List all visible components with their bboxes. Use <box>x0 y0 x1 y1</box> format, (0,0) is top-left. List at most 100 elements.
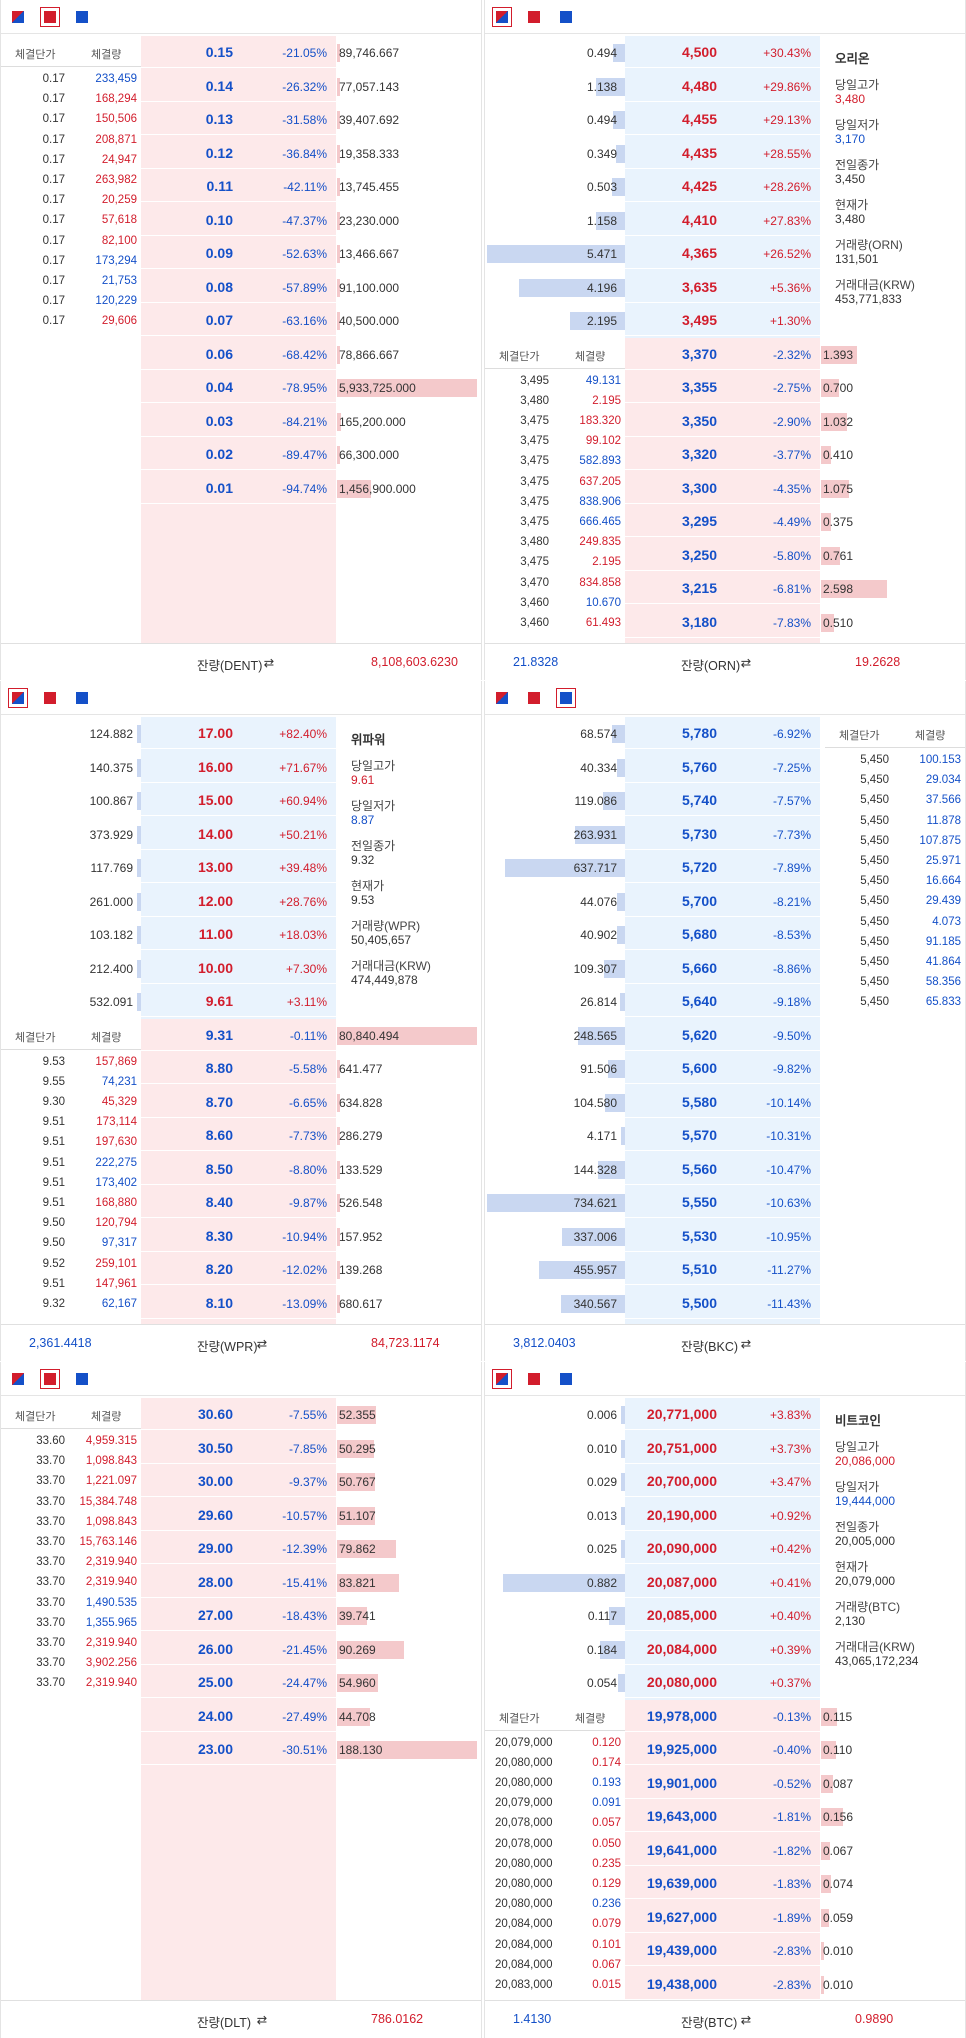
bid-row[interactable]: 0.04 -78.95% 5,933,725.000 <box>1 371 481 403</box>
tab-view-bid-icon[interactable] <box>40 1369 60 1389</box>
ask-row[interactable]: 119.086 5,740 -7.57% <box>485 784 965 816</box>
ask-row[interactable]: 0.494 4,500 +30.43% <box>485 36 965 68</box>
bid-row[interactable]: 19,438,000 -2.83% 0.010 <box>485 1968 965 2000</box>
bid-row[interactable]: 19,643,000 -1.81% 0.156 <box>485 1800 965 1832</box>
ask-row[interactable]: 373.929 14.00 +50.21% <box>1 818 481 850</box>
swap-arrows-icon[interactable]: ⇄ <box>740 2013 752 2027</box>
swap-arrows-icon[interactable]: ⇄ <box>256 1337 268 1351</box>
ask-row[interactable]: 0.006 20,771,000 +3.83% <box>485 1398 965 1430</box>
ask-row[interactable]: 68.574 5,780 -6.92% <box>485 717 965 749</box>
ask-row[interactable]: 340.567 5,500 -11.43% <box>485 1287 965 1319</box>
bid-row[interactable]: 8.40 -9.87% 526.548 <box>1 1186 481 1218</box>
bid-row[interactable]: 0.07 -63.16% 40,500.000 <box>1 304 481 336</box>
bid-row[interactable]: 0.13 -31.58% 39,407.692 <box>1 103 481 135</box>
bid-row[interactable]: 19,901,000 -0.52% 0.087 <box>485 1767 965 1799</box>
bid-row[interactable]: 19,978,000 -0.13% 0.115 <box>485 1700 965 1732</box>
tab-view-both-icon[interactable] <box>492 7 512 27</box>
bid-row[interactable]: 0.08 -57.89% 91,100.000 <box>1 271 481 303</box>
bid-row[interactable]: 19,639,000 -1.83% 0.074 <box>485 1867 965 1899</box>
tab-view-bid-icon[interactable] <box>41 689 59 707</box>
ask-row[interactable]: 91.506 5,600 -9.82% <box>485 1052 965 1084</box>
tab-view-ask-icon[interactable] <box>556 688 576 708</box>
bid-row[interactable]: 3,250 -5.80% 0.761 <box>485 539 965 571</box>
bid-row[interactable]: 19,925,000 -0.40% 0.110 <box>485 1733 965 1765</box>
ask-row[interactable]: 0.025 20,090,000 +0.42% <box>485 1532 965 1564</box>
ask-row[interactable]: 637.717 5,720 -7.89% <box>485 851 965 883</box>
bid-row[interactable]: 19,641,000 -1.82% 0.067 <box>485 1834 965 1866</box>
ask-row[interactable]: 261.000 12.00 +28.76% <box>1 885 481 917</box>
tab-view-bid-icon[interactable] <box>525 8 543 26</box>
swap-arrows-icon[interactable]: ⇄ <box>740 656 752 670</box>
swap-arrows-icon[interactable]: ⇄ <box>256 2013 268 2027</box>
ask-row[interactable]: 117.769 13.00 +39.48% <box>1 851 481 883</box>
bid-row[interactable]: 29.60 -10.57% 51.107 <box>1 1499 481 1531</box>
tab-view-ask-icon[interactable] <box>73 8 91 26</box>
bid-row[interactable]: 8.70 -6.65% 634.828 <box>1 1086 481 1118</box>
swap-arrows-icon[interactable]: ⇄ <box>740 1337 752 1351</box>
bid-row[interactable]: 30.50 -7.85% 50.295 <box>1 1432 481 1464</box>
ask-row[interactable]: 5.471 4,365 +26.52% <box>485 237 965 269</box>
ask-row[interactable]: 4.196 3,635 +5.36% <box>485 271 965 303</box>
ask-row[interactable]: 0.503 4,425 +28.26% <box>485 170 965 202</box>
bid-row[interactable]: 3,350 -2.90% 1.032 <box>485 405 965 437</box>
ask-row[interactable]: 0.882 20,087,000 +0.41% <box>485 1566 965 1598</box>
swap-arrows-icon[interactable]: ⇄ <box>263 656 275 670</box>
tab-view-bid-icon[interactable] <box>525 689 543 707</box>
bid-row[interactable]: 8.30 -10.94% 157.952 <box>1 1220 481 1252</box>
tab-view-both-icon[interactable] <box>493 689 511 707</box>
ask-row[interactable]: 0.117 20,085,000 +0.40% <box>485 1599 965 1631</box>
bid-row[interactable]: 0.15 -21.05% 89,746.667 <box>1 36 481 68</box>
ask-row[interactable]: 0.494 4,455 +29.13% <box>485 103 965 135</box>
bid-row[interactable]: 26.00 -21.45% 90.269 <box>1 1633 481 1665</box>
bid-row[interactable]: 3,370 -2.32% 1.393 <box>485 338 965 370</box>
tab-view-ask-icon[interactable] <box>557 1370 575 1388</box>
tab-view-both-icon[interactable] <box>9 8 27 26</box>
bid-row[interactable]: 9.31 -0.11% 80,840.494 <box>1 1019 481 1051</box>
bid-row[interactable]: 0.01 -94.74% 1,456,900.000 <box>1 472 481 504</box>
bid-row[interactable]: 0.06 -68.42% 78,866.667 <box>1 338 481 370</box>
bid-row[interactable]: 19,627,000 -1.89% 0.059 <box>485 1901 965 1933</box>
bid-row[interactable]: 0.11 -42.11% 13,745.455 <box>1 170 481 202</box>
tab-view-both-icon[interactable] <box>9 1370 27 1388</box>
ask-row[interactable]: 263.931 5,730 -7.73% <box>485 818 965 850</box>
ask-row[interactable]: 1.138 4,480 +29.86% <box>485 70 965 102</box>
bid-row[interactable]: 8.50 -8.80% 133.529 <box>1 1153 481 1185</box>
ask-row[interactable]: 248.565 5,620 -9.50% <box>485 1019 965 1051</box>
ask-row[interactable]: 0.184 20,084,000 +0.39% <box>485 1633 965 1665</box>
bid-row[interactable]: 23.00 -30.51% 188.130 <box>1 1733 481 1765</box>
tab-view-bid-icon[interactable] <box>40 7 60 27</box>
tab-view-ask-icon[interactable] <box>557 8 575 26</box>
bid-row[interactable]: 25.00 -24.47% 54.960 <box>1 1666 481 1698</box>
ask-row[interactable]: 2.195 3,495 +1.30% <box>485 304 965 336</box>
tab-view-bid-icon[interactable] <box>525 1370 543 1388</box>
ask-row[interactable]: 455.957 5,510 -11.27% <box>485 1253 965 1285</box>
ask-row[interactable]: 0.010 20,751,000 +3.73% <box>485 1432 965 1464</box>
ask-row[interactable]: 103.182 11.00 +18.03% <box>1 918 481 950</box>
bid-row[interactable]: 0.14 -26.32% 77,057.143 <box>1 70 481 102</box>
ask-row[interactable]: 124.882 17.00 +82.40% <box>1 717 481 749</box>
tab-view-both-icon[interactable] <box>492 1369 512 1389</box>
ask-row[interactable]: 0.013 20,190,000 +0.92% <box>485 1499 965 1531</box>
bid-row[interactable]: 0.09 -52.63% 13,466.667 <box>1 237 481 269</box>
ask-row[interactable]: 0.054 20,080,000 +0.37% <box>485 1666 965 1698</box>
bid-row[interactable]: 8.10 -13.09% 680.617 <box>1 1287 481 1319</box>
bid-row[interactable]: 0.10 -47.37% 23,230.000 <box>1 204 481 236</box>
bid-row[interactable]: 24.00 -27.49% 44.708 <box>1 1700 481 1732</box>
ask-row[interactable]: 144.328 5,560 -10.47% <box>485 1153 965 1185</box>
ask-row[interactable]: 0.029 20,700,000 +3.47% <box>485 1465 965 1497</box>
bid-row[interactable]: 30.60 -7.55% 52.355 <box>1 1398 481 1430</box>
bid-row[interactable]: 3,355 -2.75% 0.700 <box>485 371 965 403</box>
bid-row[interactable]: 0.03 -84.21% 165,200.000 <box>1 405 481 437</box>
tab-view-both-icon[interactable] <box>8 688 28 708</box>
bid-row[interactable]: 0.12 -36.84% 19,358.333 <box>1 137 481 169</box>
bid-row[interactable]: 3,295 -4.49% 0.375 <box>485 505 965 537</box>
bid-row[interactable]: 28.00 -15.41% 83.821 <box>1 1566 481 1598</box>
ask-row[interactable]: 40.334 5,760 -7.25% <box>485 751 965 783</box>
tab-view-ask-icon[interactable] <box>73 1370 91 1388</box>
bid-row[interactable]: 19,439,000 -2.83% 0.010 <box>485 1934 965 1966</box>
ask-row[interactable]: 0.349 4,435 +28.55% <box>485 137 965 169</box>
bid-row[interactable]: 8.80 -5.58% 641.477 <box>1 1052 481 1084</box>
ask-row[interactable]: 40.902 5,680 -8.53% <box>485 918 965 950</box>
ask-row[interactable]: 104.580 5,580 -10.14% <box>485 1086 965 1118</box>
tab-view-ask-icon[interactable] <box>73 689 91 707</box>
